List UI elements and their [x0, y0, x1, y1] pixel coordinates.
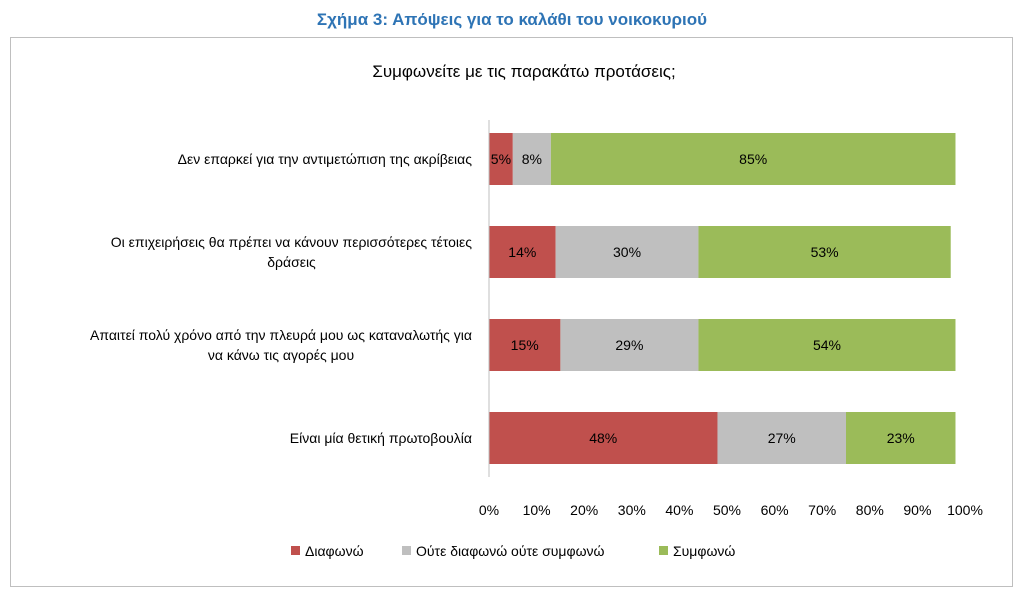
category-label: δράσεις [267, 254, 316, 270]
bar-segment [555, 226, 699, 278]
x-tick-label: 10% [523, 502, 551, 518]
data-label: 53% [811, 244, 839, 260]
bar-segment [698, 319, 956, 371]
bar-segment [550, 133, 956, 185]
x-tick-label: 30% [618, 502, 646, 518]
x-tick-label: 70% [808, 502, 836, 518]
category-label: να κάνω τις αγορές μου [208, 347, 354, 363]
x-tick-label: 50% [713, 502, 741, 518]
figure-title: Σχήμα 3: Απόψεις για το καλάθι του νοικο… [316, 10, 708, 29]
bar-segment [489, 412, 718, 464]
legend-label: Συμφωνώ [673, 543, 735, 559]
x-tick-label: 0% [479, 502, 499, 518]
bar-segment [698, 226, 951, 278]
data-label: 23% [887, 430, 915, 446]
data-label: 27% [768, 430, 796, 446]
data-label: 8% [522, 151, 542, 167]
x-tick-label: 100% [947, 502, 983, 518]
bar-segment [489, 226, 556, 278]
bar-segment [489, 133, 513, 185]
bar-segment [512, 133, 551, 185]
data-label: 30% [613, 244, 641, 260]
data-label: 5% [491, 151, 511, 167]
bar-segment [560, 319, 699, 371]
x-tick-label: 90% [903, 502, 931, 518]
x-tick-label: 60% [761, 502, 789, 518]
data-label: 85% [739, 151, 767, 167]
legend-swatch [402, 546, 411, 555]
chart-title: Συμφωνείτε με τις παρακάτω προτάσεις; [372, 62, 675, 81]
data-label: 14% [508, 244, 536, 260]
chart-frame [10, 37, 1013, 587]
bar-segment [489, 319, 561, 371]
category-label: Είναι μία θετική πρωτοβουλία [290, 430, 472, 446]
bar-segment [717, 412, 846, 464]
legend-label: Ούτε διαφωνώ ούτε συμφωνώ [416, 543, 605, 559]
x-tick-label: 20% [570, 502, 598, 518]
legend-swatch [659, 546, 668, 555]
data-label: 48% [589, 430, 617, 446]
legend-swatch [291, 546, 300, 555]
category-label: Δεν επαρκεί για την αντιμετώπιση της ακρ… [178, 151, 473, 167]
x-tick-label: 40% [665, 502, 693, 518]
category-label: Απαιτεί πολύ χρόνο από την πλευρά μου ως… [90, 327, 472, 343]
data-label: 29% [615, 337, 643, 353]
data-label: 54% [813, 337, 841, 353]
bar-segment [846, 412, 956, 464]
x-tick-label: 80% [856, 502, 884, 518]
legend-label: Διαφωνώ [305, 543, 364, 559]
category-label: Οι επιχειρήσεις θα πρέπει να κάνουν περι… [111, 234, 472, 250]
data-label: 15% [511, 337, 539, 353]
